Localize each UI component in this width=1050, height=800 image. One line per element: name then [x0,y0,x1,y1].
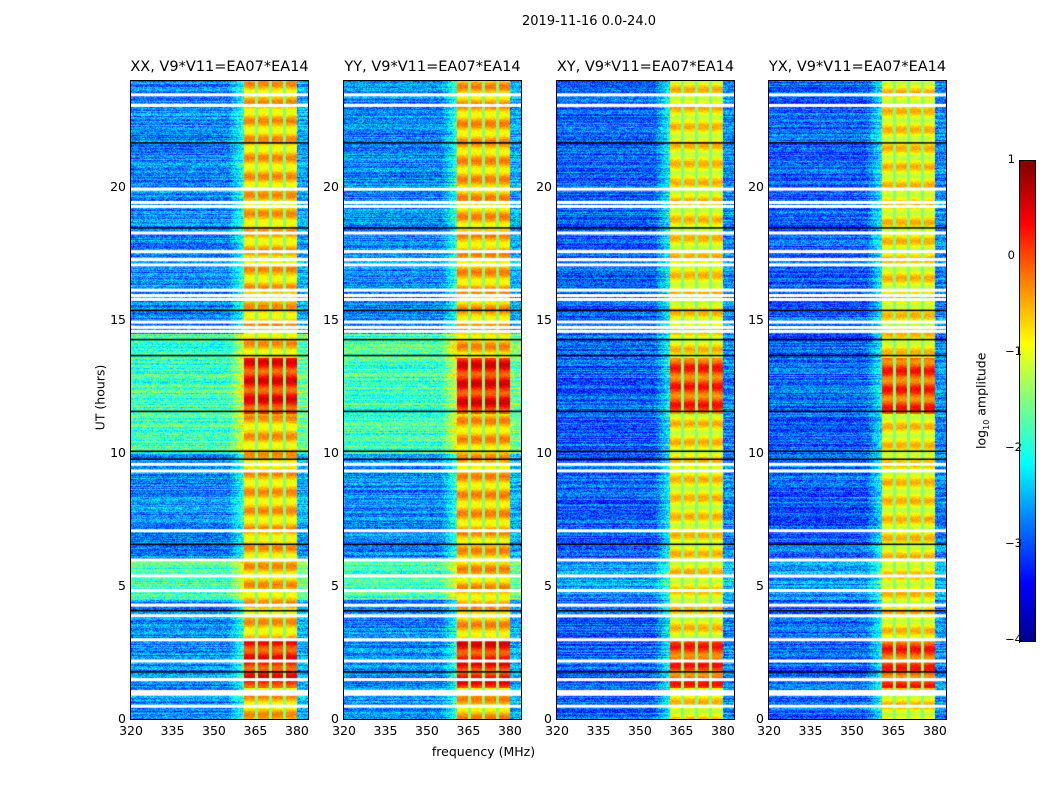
y-tick-label: 0 [756,711,764,726]
x-axis-label: frequency (MHz) [431,744,536,759]
y-tick-label: 5 [118,578,126,594]
panel-yx: YX, V9*V11=EA07*EA14 320 335 350 365 380 0 5 10 1… [748,59,947,738]
x-tick-label: 365 [669,723,694,738]
x-tick-label: 380 [711,723,735,738]
x-tick-label: 335 [160,723,185,738]
panel-title: XY, V9*V11=EA07*EA14 [556,59,735,75]
y-tick-label: 20 [748,179,764,195]
y-tick-label: 5 [544,578,552,594]
x-tick-label: 320 [332,723,356,738]
y-tick-label: 15 [110,312,126,328]
y-tick-label: 15 [536,312,552,328]
x-tick-label: 365 [881,723,906,738]
x-tick-label: 350 [840,723,864,738]
x-tick-label: 320 [757,723,781,738]
figure-title: 2019-11-16 0.0-24.0 [522,14,656,29]
y-tick-label: 20 [536,179,552,195]
colorbar-tick-label: 0 [1007,248,1015,262]
x-tick-label: 320 [545,723,569,738]
x-tick-label: 350 [415,723,439,738]
x-tick-label: 365 [456,723,481,738]
colorbar [1019,160,1036,642]
colorbar-tick-label: −3 [1005,536,1022,550]
x-tick-label: 350 [202,723,226,738]
panel-title: XX, V9*V11=EA07*EA14 [130,59,309,75]
colorbar-label: log10 amplitude [973,352,991,449]
y-tick-label: 15 [748,312,764,328]
y-tick-label: 10 [536,445,552,461]
y-tick-label: 0 [331,711,339,726]
heatmap-2 [557,81,734,719]
y-tick-label: 10 [110,445,126,461]
panel-title: YX, V9*V11=EA07*EA14 [768,59,947,75]
y-tick-label: 15 [323,312,339,328]
panel-xx: XX, V9*V11=EA07*EA14 320 335 350 365 380 0 5 10 1… [110,59,309,738]
x-tick-label: 335 [798,723,823,738]
heatmap-1 [344,81,521,719]
y-tick-label: 5 [756,578,764,594]
x-tick-label: 335 [373,723,398,738]
y-tick-label: 5 [331,578,339,594]
colorbar-tick-label: 1 [1007,152,1015,166]
y-tick-label: 20 [323,179,339,195]
colorbar-tick-label: −1 [1005,344,1022,358]
x-tick-label: 380 [498,723,522,738]
x-tick-label: 350 [628,723,652,738]
x-tick-label: 365 [243,723,268,738]
y-tick-label: 20 [110,179,126,195]
heatmap-3 [769,81,946,719]
y-tick-label: 10 [748,445,764,461]
x-tick-label: 335 [586,723,611,738]
y-axis-label: UT (hours) [92,364,108,431]
x-tick-label: 380 [923,723,947,738]
y-tick-label: 10 [323,445,339,461]
y-tick-label: 0 [544,711,552,726]
panel-xy: XY, V9*V11=EA07*EA14 320 335 350 365 380 0 5 10 1… [536,59,735,738]
panel-yy: YY, V9*V11=EA07*EA14 320 335 350 365 380 0 5 10 1… [323,59,522,738]
panel-title: YY, V9*V11=EA07*EA14 [344,59,521,75]
colorbar-tick-label: −4 [1005,632,1022,646]
heatmap-0 [131,81,308,719]
colorbar-tick-label: −2 [1005,440,1022,454]
x-tick-label: 380 [285,723,309,738]
y-tick-label: 0 [118,711,126,726]
x-tick-label: 320 [119,723,143,738]
